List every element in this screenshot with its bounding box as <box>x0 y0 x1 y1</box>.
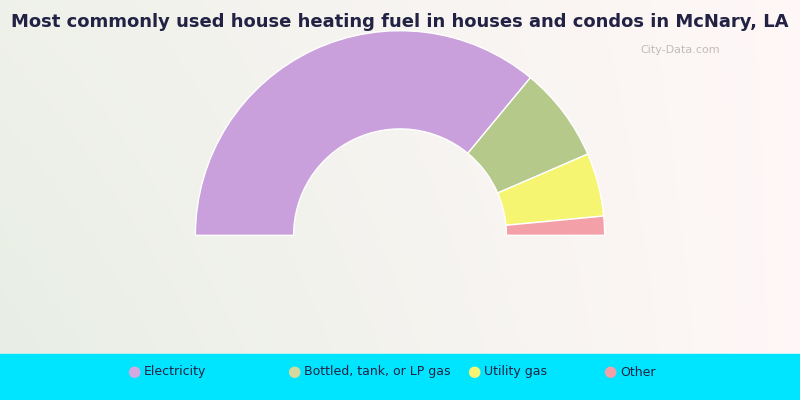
Wedge shape <box>468 78 588 193</box>
Wedge shape <box>506 216 605 235</box>
Text: ●: ● <box>126 364 140 380</box>
Text: Bottled, tank, or LP gas: Bottled, tank, or LP gas <box>304 366 450 378</box>
Text: Utility gas: Utility gas <box>484 366 547 378</box>
Text: Most commonly used house heating fuel in houses and condos in McNary, LA: Most commonly used house heating fuel in… <box>11 13 789 31</box>
Bar <box>0 354 800 400</box>
Text: ●: ● <box>286 364 300 380</box>
Text: Electricity: Electricity <box>144 366 206 378</box>
Text: Other: Other <box>620 366 655 378</box>
Text: City-Data.com: City-Data.com <box>640 45 720 55</box>
Text: ●: ● <box>466 364 480 380</box>
Wedge shape <box>195 31 530 235</box>
Wedge shape <box>498 154 604 225</box>
Text: ●: ● <box>602 364 616 380</box>
